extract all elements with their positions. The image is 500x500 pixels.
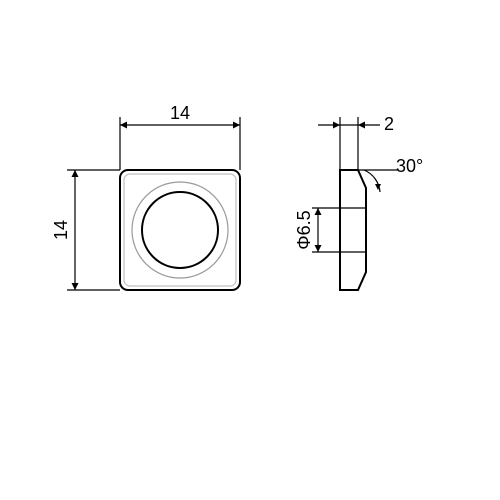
angle-label: 30° [396,156,423,176]
diameter-label: Φ6.5 [294,210,314,249]
width-label: 14 [170,103,190,123]
thickness-label: 2 [384,114,394,134]
side-view [340,170,366,290]
dimension-thickness: 2 [318,114,394,170]
height-label: 14 [51,220,71,240]
dimension-angle: 30° [358,156,423,192]
technical-drawing: 14 14 2 30° Φ6.5 [0,0,500,500]
dimension-diameter: Φ6.5 [294,208,340,252]
front-view [120,170,240,290]
dimension-height: 14 [51,170,120,290]
dimension-width: 14 [120,103,240,170]
